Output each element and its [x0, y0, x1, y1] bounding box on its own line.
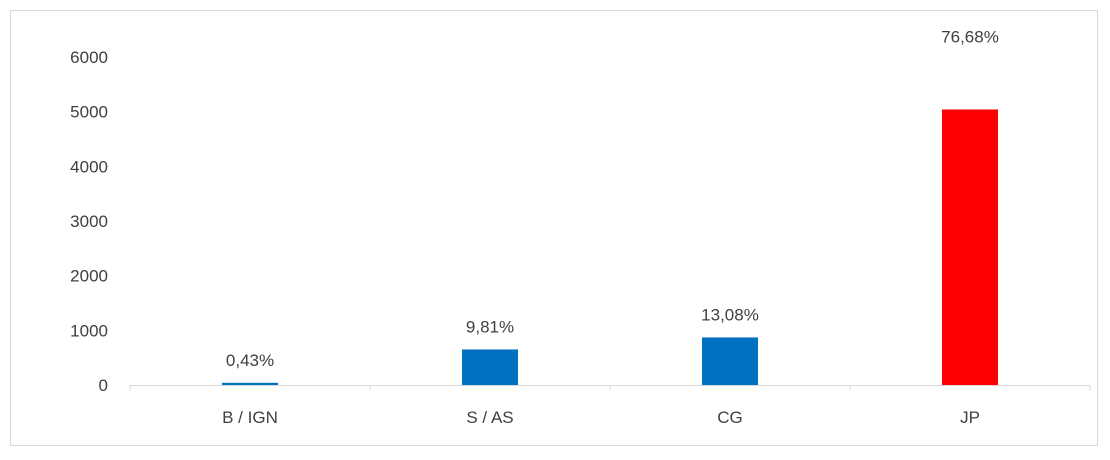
- x-tick-label: JP: [960, 408, 980, 427]
- y-axis-labels: 0 1000 2000 3000 4000 5000 6000: [70, 48, 108, 395]
- bar-2: [702, 337, 758, 385]
- data-label: 9,81%: [466, 317, 514, 336]
- y-tick-label: 1000: [70, 321, 108, 340]
- data-label: 13,08%: [701, 305, 759, 324]
- x-tick-label: B / IGN: [222, 408, 278, 427]
- y-tick-label: 0: [99, 376, 108, 395]
- y-tick-label: 2000: [70, 267, 108, 286]
- bars: [222, 109, 998, 385]
- x-tick-label: S / AS: [466, 408, 513, 427]
- data-labels: 0,43% 9,81% 13,08% 76,68%: [226, 27, 999, 369]
- category-ticks: [129, 385, 1091, 391]
- bar-0: [222, 382, 278, 385]
- chart-frame: [10, 10, 1098, 446]
- bar-3: [942, 109, 998, 385]
- y-tick-label: 6000: [70, 48, 108, 67]
- y-tick-label: 5000: [70, 103, 108, 122]
- data-label: 0,43%: [226, 351, 274, 370]
- x-axis-labels: B / IGN S / AS CG JP: [222, 408, 980, 427]
- y-tick-label: 3000: [70, 212, 108, 231]
- x-tick-label: CG: [717, 408, 743, 427]
- data-label: 76,68%: [941, 27, 999, 46]
- bar-1: [462, 349, 518, 385]
- y-tick-label: 4000: [70, 157, 108, 176]
